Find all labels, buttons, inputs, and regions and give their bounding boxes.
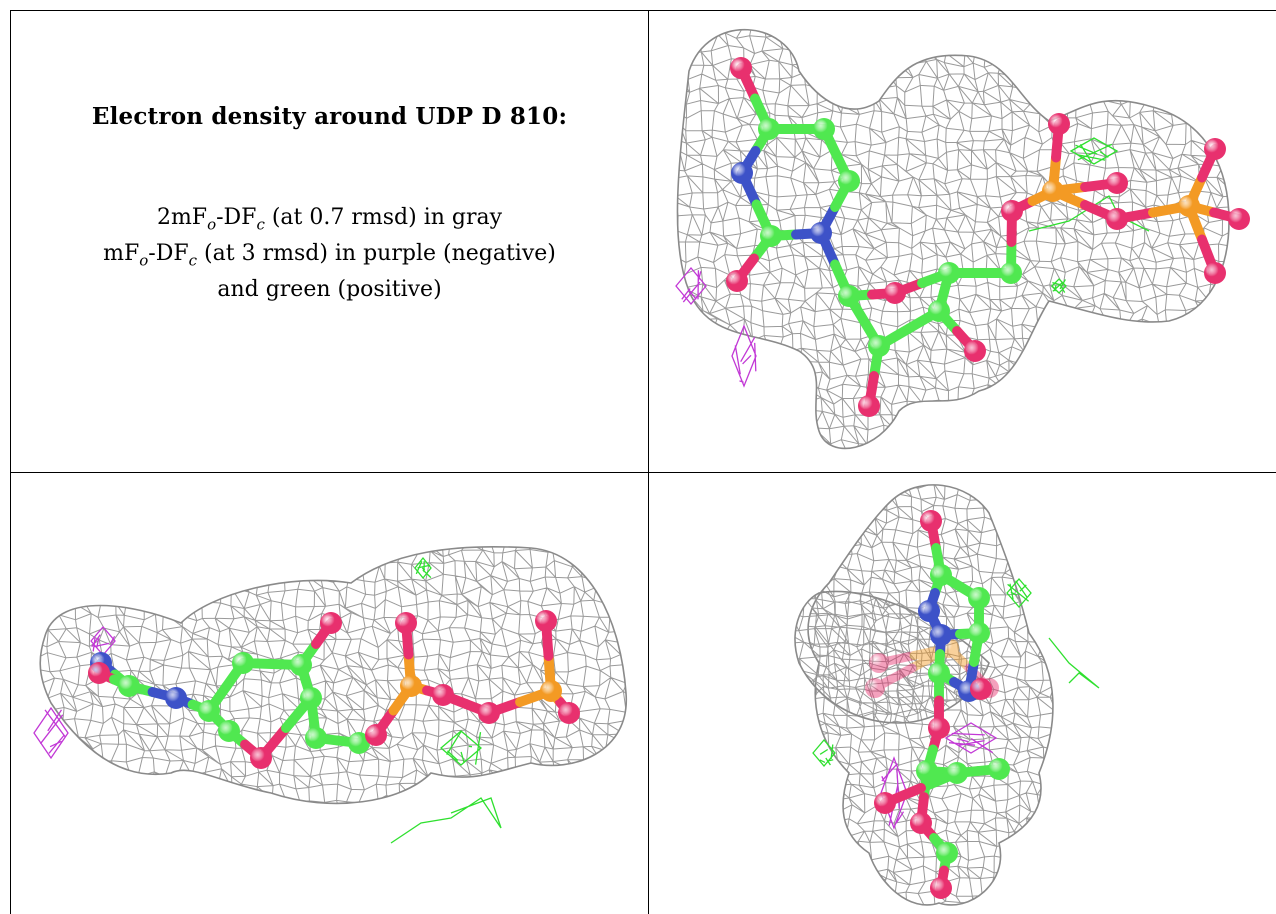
mesh-outline — [807, 484, 1054, 906]
atom-p — [400, 675, 422, 697]
atom-o — [874, 792, 896, 814]
atom-c — [1000, 262, 1022, 284]
diff-negative-1 — [675, 266, 707, 306]
atom-o — [558, 702, 580, 724]
atom-c — [968, 587, 990, 609]
udp-model — [726, 57, 1250, 417]
atom-c — [946, 762, 968, 784]
atom-p — [1042, 180, 1064, 202]
atom-c — [118, 675, 140, 697]
diff-negative-1 — [944, 722, 998, 754]
mesh-2fofc — [808, 484, 1053, 905]
density-view-1 — [649, 11, 1276, 472]
atom-c — [300, 687, 322, 709]
atom-o — [920, 510, 942, 532]
diff-positive-3 — [390, 797, 502, 844]
atom-c — [232, 652, 254, 674]
diff-positive-3 — [1006, 578, 1032, 608]
diff-positive-1 — [439, 730, 483, 766]
figure-title: Electron density around UDP D 810: — [91, 103, 568, 130]
density-view-2-image — [33, 545, 627, 844]
atom-o — [1204, 262, 1226, 284]
atom-o — [726, 270, 748, 292]
atom-c — [928, 300, 950, 322]
atom-c — [813, 118, 835, 140]
atom-o — [1106, 172, 1128, 194]
atom-o — [928, 717, 950, 739]
atom-o — [1048, 113, 1070, 135]
atom-o — [884, 282, 906, 304]
atom-o — [432, 684, 454, 706]
atom-n — [810, 222, 832, 244]
atom-o — [1001, 200, 1023, 222]
atom-o — [1204, 138, 1226, 160]
atom-n — [165, 687, 187, 709]
atom-c — [760, 225, 782, 247]
diff-negative-2 — [731, 324, 757, 388]
atom-o — [250, 747, 272, 769]
legend-line-positive: and green (positive) — [217, 277, 442, 302]
mesh-outline — [39, 545, 627, 805]
atom-c — [916, 760, 938, 782]
atom-o — [395, 612, 417, 634]
atom-o — [865, 678, 885, 698]
caption-panel: Electron density around UDP D 810: 2mFo-… — [11, 11, 648, 472]
density-view-3-image — [794, 484, 1100, 906]
atom-o — [869, 653, 889, 673]
diff-negative-2 — [90, 626, 116, 656]
atom-o — [365, 724, 387, 746]
atom-c — [936, 842, 958, 864]
atom-c — [290, 654, 312, 676]
atom-o — [1106, 208, 1128, 230]
diff-positive-1 — [1069, 137, 1119, 165]
atom-o — [88, 662, 110, 684]
atom-c — [938, 262, 960, 284]
atom-o — [964, 340, 986, 362]
diff-negative-1 — [33, 706, 69, 760]
atom-n — [930, 624, 952, 646]
atom-c — [758, 118, 780, 140]
legend-line-fofc: mFo-DFc (at 3 rmsd) in purple (negative) — [103, 241, 556, 270]
atom-o — [730, 57, 752, 79]
atom-o — [478, 702, 500, 724]
grid-top-border — [10, 10, 1276, 11]
atom-o — [320, 612, 342, 634]
atom-c — [838, 285, 860, 307]
atom-c — [968, 622, 990, 644]
atom-n — [731, 162, 753, 184]
udp-model — [874, 510, 1010, 899]
diff-positive-2 — [1048, 637, 1100, 689]
atom-c — [838, 170, 860, 192]
density-view-1-image — [675, 28, 1250, 450]
atom-o — [1228, 208, 1250, 230]
grid-center-divider — [648, 10, 649, 914]
diff-positive-1 — [812, 738, 836, 768]
atom-n — [918, 600, 940, 622]
atom-c — [348, 732, 370, 754]
density-view-3 — [649, 473, 1276, 914]
atom-c — [868, 335, 890, 357]
atom-c — [988, 758, 1010, 780]
grid-middle-divider — [10, 472, 1276, 473]
density-view-2 — [11, 473, 648, 914]
atom-o — [930, 877, 952, 899]
grid-left-border — [10, 10, 11, 914]
atom-c — [305, 727, 327, 749]
atom-o — [910, 812, 932, 834]
atom-o — [535, 610, 557, 632]
atom-p — [1178, 195, 1200, 217]
atom-p — [540, 680, 562, 702]
atom-c — [930, 564, 952, 586]
atom-c — [218, 720, 240, 742]
atom-c — [198, 700, 220, 722]
udp-model — [88, 610, 580, 769]
mesh-outline — [676, 28, 1230, 450]
diff-positive-2 — [414, 556, 432, 580]
density-legend: 2mFo-DFc (at 0.7 rmsd) in gray mFo-DFc (… — [103, 200, 556, 308]
legend-line-2fofc: 2mFo-DFc (at 0.7 rmsd) in gray — [156, 205, 503, 234]
diff-positive-2 — [1051, 278, 1067, 294]
atom-o — [858, 395, 880, 417]
atom-o — [970, 678, 992, 700]
atom-c — [928, 662, 950, 684]
